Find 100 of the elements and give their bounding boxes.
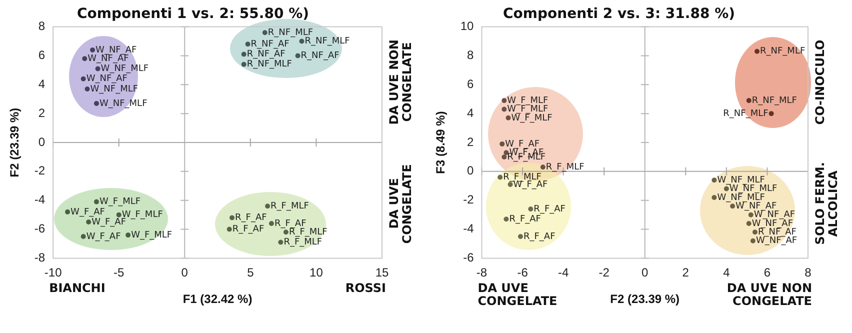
x-tick-label: -8 bbox=[476, 266, 488, 280]
point bbox=[502, 154, 507, 160]
x-tick-label: -10 bbox=[44, 266, 62, 280]
point bbox=[226, 226, 232, 232]
point bbox=[540, 164, 546, 170]
data-label: R_NF_MLF bbox=[760, 46, 806, 57]
y-tick-label: 0 bbox=[467, 164, 474, 178]
data-label: W_NF_AF bbox=[736, 201, 777, 212]
data-label: W_F_MLF bbox=[507, 104, 548, 115]
point bbox=[82, 56, 88, 62]
point bbox=[95, 66, 100, 72]
point bbox=[500, 141, 505, 146]
data-label: R_F_MLF bbox=[546, 162, 584, 172]
data-label: R_F_AF bbox=[534, 204, 566, 214]
data-label: W_NF_AF bbox=[86, 74, 128, 84]
point bbox=[65, 209, 70, 214]
data-label: W_F_MLF bbox=[511, 113, 552, 124]
data-label: R_NF_AF bbox=[300, 51, 340, 62]
data-label: R_F_AF bbox=[509, 214, 541, 224]
point bbox=[502, 98, 507, 104]
point bbox=[126, 232, 131, 238]
point bbox=[746, 98, 752, 104]
x-axis-title: F2 (23.39 %) bbox=[610, 292, 680, 306]
data-label: R_NF_AF bbox=[250, 40, 290, 50]
data-label: R_NF_MLF bbox=[304, 36, 350, 47]
point bbox=[748, 212, 754, 218]
data-label: W_F_MLF bbox=[131, 230, 172, 240]
point bbox=[498, 174, 503, 180]
point bbox=[504, 150, 509, 156]
point bbox=[90, 47, 96, 52]
data-label: R_NF_MLF bbox=[723, 108, 768, 119]
text: DA UVE NON CONGELATE bbox=[387, 38, 414, 126]
text: BIANCHI bbox=[49, 281, 106, 296]
text: CO-INOCULO bbox=[813, 38, 827, 126]
data-label: W_NF_AF bbox=[88, 54, 129, 64]
point bbox=[265, 204, 270, 209]
point bbox=[268, 220, 274, 226]
data-label: W_NF_MLF bbox=[90, 84, 138, 94]
point bbox=[508, 182, 513, 187]
point bbox=[84, 86, 90, 92]
point bbox=[94, 100, 99, 106]
point bbox=[750, 238, 756, 244]
data-label: W_NF_MLF bbox=[717, 192, 765, 203]
point bbox=[712, 194, 717, 200]
point bbox=[502, 106, 507, 112]
data-label: R_F_MLF bbox=[284, 238, 322, 248]
x-tick-label: -5 bbox=[114, 266, 125, 280]
point bbox=[94, 199, 99, 204]
data-label: W_NF_MLF bbox=[729, 184, 778, 194]
data-label: W_NF_AF bbox=[752, 218, 794, 229]
data-label: W_F_AF bbox=[86, 232, 121, 242]
data-label: R_F_AF bbox=[523, 232, 556, 242]
y-tick-label: 0 bbox=[38, 134, 46, 149]
text: ROSSI bbox=[344, 281, 386, 296]
point bbox=[506, 115, 511, 120]
data-label: R_F_AF bbox=[274, 218, 306, 229]
y-tick-label: 6 bbox=[38, 48, 46, 62]
point bbox=[80, 76, 86, 82]
y-tick-label: 4 bbox=[467, 106, 474, 120]
x-tick-label: 2 bbox=[682, 266, 690, 280]
point bbox=[504, 216, 509, 222]
y-tick-label: 8 bbox=[38, 19, 46, 34]
data-label: R_NF_AF bbox=[758, 228, 796, 238]
data-label: W_NF_MLF bbox=[100, 64, 149, 74]
point bbox=[86, 220, 92, 225]
point bbox=[724, 186, 729, 192]
data-label: R_NF_MLF bbox=[268, 28, 314, 38]
x-tick-label: -2 bbox=[598, 266, 610, 280]
x-tick-label: 4 bbox=[723, 266, 730, 280]
y-tick-label: -2 bbox=[34, 164, 46, 178]
text: DA UVE NON CONGELATE bbox=[726, 281, 812, 308]
point bbox=[752, 230, 758, 235]
point bbox=[230, 215, 235, 220]
x-tick-label: 10 bbox=[310, 266, 324, 280]
data-label: W_NF_MLF bbox=[717, 175, 765, 186]
data-label: R_F_AF bbox=[232, 224, 264, 235]
x-tick-label: 0 bbox=[181, 266, 188, 280]
y-axis-title: F2 (23.39 %) bbox=[8, 108, 22, 178]
x-tick-label: 5 bbox=[247, 266, 254, 280]
point bbox=[746, 220, 752, 226]
point bbox=[768, 111, 774, 116]
x-tick-label: -4 bbox=[558, 266, 569, 280]
y-tick-label: -4 bbox=[463, 222, 474, 236]
data-label: W_F_AF bbox=[505, 139, 540, 150]
data-label: W_F_MLF bbox=[99, 197, 141, 208]
y-tick-label: 8 bbox=[467, 48, 474, 62]
chart-title: Componenti 2 vs. 3: 31.88 %) bbox=[503, 6, 735, 22]
point bbox=[283, 230, 288, 235]
chart-title: Componenti 1 vs. 2: 55.80 %) bbox=[77, 6, 309, 22]
data-label: R_F_AF bbox=[235, 213, 267, 224]
y-tick-label: -6 bbox=[34, 222, 46, 236]
data-label: R_NF_AF bbox=[246, 50, 286, 60]
point bbox=[754, 48, 760, 54]
point bbox=[712, 178, 717, 183]
y-tick-label: -8 bbox=[34, 250, 46, 265]
data-label: W_NF_AF bbox=[96, 45, 137, 56]
data-label: R_F_MLF bbox=[288, 228, 328, 238]
y-tick-label: 2 bbox=[38, 106, 46, 120]
point bbox=[116, 212, 122, 218]
data-label: W_F_MLF bbox=[507, 96, 548, 106]
